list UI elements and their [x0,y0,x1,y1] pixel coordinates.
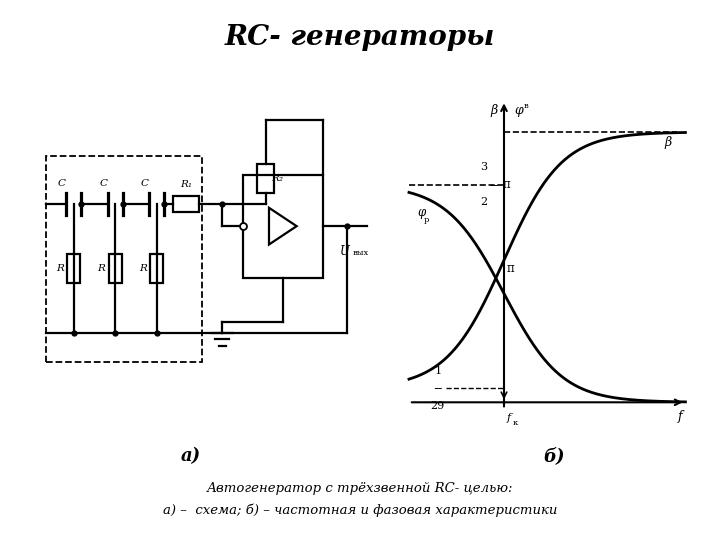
Text: ─: ─ [434,383,441,393]
Text: π: π [503,178,510,191]
Text: р: р [424,216,430,224]
Text: C: C [140,179,148,187]
Text: φ: φ [418,206,426,219]
Bar [109,254,122,283]
Text: R: R [97,264,105,273]
Text: Автогенератор с трёхзвенной RC- целью:: Автогенератор с трёхзвенной RC- целью: [207,482,513,495]
Text: R: R [139,264,147,273]
Text: 3: 3 [480,163,487,172]
Bar [243,175,323,278]
Bar [67,254,81,283]
Text: β: β [665,136,672,149]
Bar [257,164,274,193]
Text: RC- генераторы: RC- генераторы [225,24,495,51]
Text: β: β [490,104,498,118]
Text: к: к [513,418,518,427]
Text: а) –  схема; б) – частотная и фазовая характеристики: а) – схема; б) – частотная и фазовая хар… [163,503,557,517]
Text: а): а) [181,447,201,465]
Text: π: π [507,262,515,275]
Text: f: f [507,413,511,423]
Text: R₂: R₂ [271,174,283,183]
Text: 2: 2 [480,197,487,207]
Bar [173,196,199,212]
Text: ─: ─ [490,180,498,190]
Text: R₁: R₁ [180,180,192,188]
Text: C: C [58,179,66,187]
Text: 29: 29 [431,401,445,410]
Bar [46,157,202,362]
Text: C: C [99,179,107,187]
Text: f: f [678,410,682,423]
Text: 1: 1 [434,366,441,376]
Text: вых: вых [353,249,369,257]
Text: U: U [340,245,350,258]
Text: б): б) [544,447,565,465]
Bar [150,254,163,283]
Text: φ: φ [514,104,523,118]
Text: в: в [523,102,528,110]
Text: R: R [56,264,63,273]
